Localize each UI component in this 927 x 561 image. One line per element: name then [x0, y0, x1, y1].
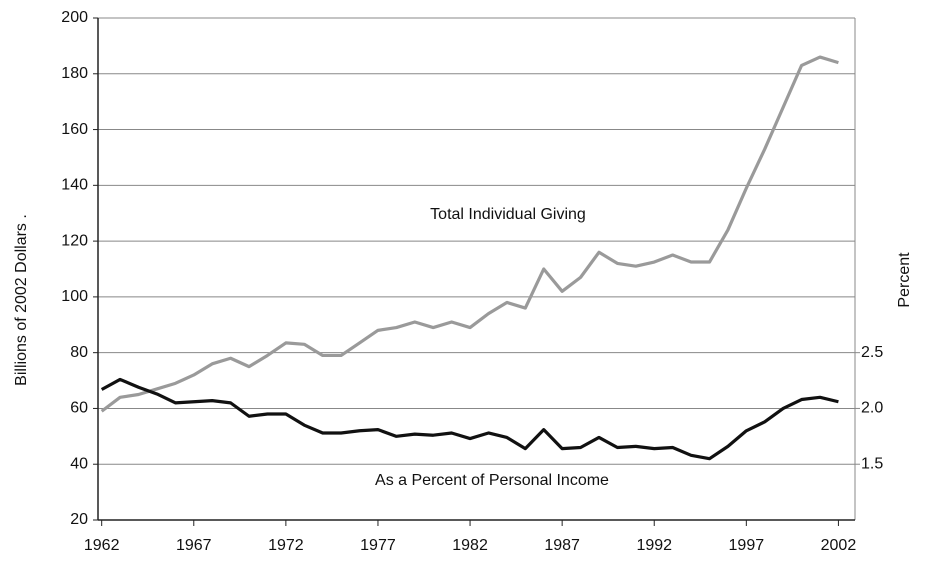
series-label: Total Individual Giving — [430, 206, 586, 223]
y-tick-label: 140 — [61, 177, 88, 194]
y-tick-label: 60 — [70, 400, 88, 417]
y-tick-label: 20 — [70, 511, 88, 528]
x-tick-label: 1972 — [268, 537, 304, 554]
x-tick-label: 1982 — [452, 537, 488, 554]
y-tick-label: 200 — [61, 9, 88, 26]
y2-axis-label: Percent — [896, 252, 913, 308]
y-tick-label: 120 — [61, 232, 88, 249]
y-tick-label: 40 — [70, 455, 88, 472]
x-tick-label: 1967 — [176, 537, 212, 554]
y-tick-label: 100 — [61, 288, 88, 305]
x-tick-label: 1987 — [544, 537, 580, 554]
y-axis-label: Billions of 2002 Dollars . — [13, 214, 30, 386]
y2-tick-label: 2.0 — [861, 400, 883, 417]
y2-tick-label: 2.5 — [861, 344, 883, 361]
y-tick-label: 180 — [61, 65, 88, 82]
x-tick-label: 1977 — [360, 537, 396, 554]
y2-tick-label: 1.5 — [861, 455, 883, 472]
series-line — [100, 55, 839, 413]
series-line — [100, 377, 839, 461]
series-label: As a Percent of Personal Income — [375, 472, 609, 489]
y-tick-label: 160 — [61, 121, 88, 138]
x-tick-label: 1997 — [729, 537, 765, 554]
x-tick-label: 1992 — [636, 537, 672, 554]
x-tick-label: 1962 — [84, 537, 120, 554]
y-tick-label: 80 — [70, 344, 88, 361]
x-tick-label: 2002 — [821, 537, 857, 554]
